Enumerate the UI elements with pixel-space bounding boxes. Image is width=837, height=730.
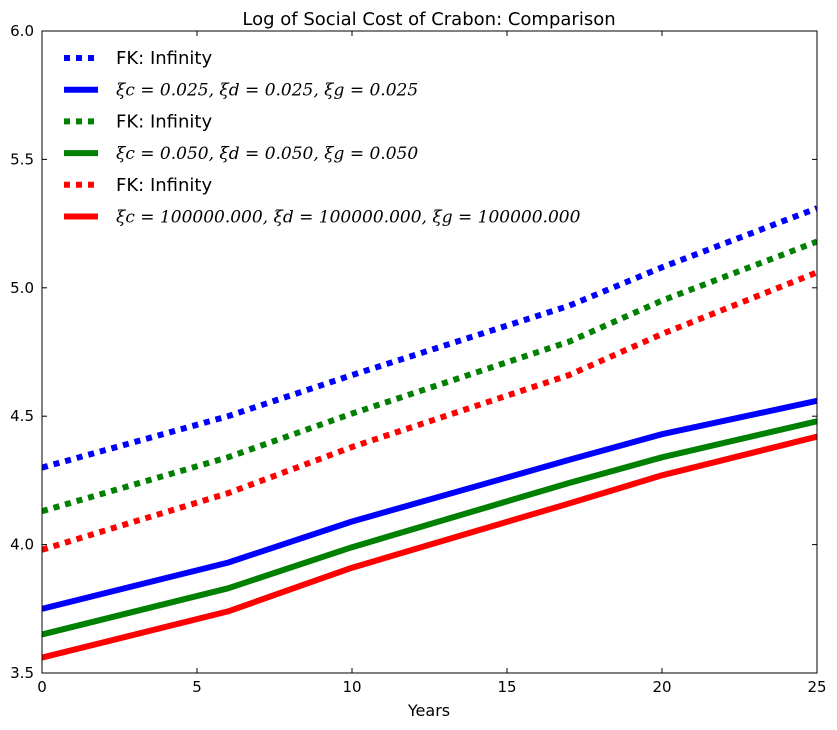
y-tick-label: 5.0 (10, 279, 34, 297)
series-line-4 (42, 418, 817, 638)
legend-label-4: ξc = 0.050, ξd = 0.050, ξg = 0.050 (116, 144, 418, 164)
x-axis-label: Years (407, 701, 450, 720)
y-tick-label: 3.5 (10, 664, 34, 682)
series-line-2 (42, 397, 817, 612)
series-line-5 (42, 269, 817, 553)
x-tick-label: 15 (497, 678, 516, 696)
legend-label-3: FK: Infinity (116, 111, 212, 132)
y-tick-label: 6.0 (10, 22, 34, 40)
legend-label-2: ξc = 0.025, ξd = 0.025, ξg = 0.025 (116, 81, 418, 101)
x-tick-label: 25 (807, 678, 826, 696)
axes-layer: 0 5 10 15 20 25 3.5 4.0 4.5 5.0 5.5 6.0 (10, 22, 826, 696)
series-line-1 (42, 205, 817, 471)
series-layer (42, 205, 817, 661)
series-line-6 (42, 433, 817, 661)
y-tick-label: 4.5 (10, 407, 34, 425)
legend-label-5: FK: Infinity (116, 175, 212, 196)
x-tick-label: 5 (192, 678, 202, 696)
legend: FK: Infinity ξc = 0.025, ξd = 0.025, ξg =… (64, 48, 581, 228)
y-tick-label: 4.0 (10, 536, 34, 554)
plot-frame (41, 30, 818, 674)
legend-label-1: FK: Infinity (116, 48, 212, 69)
series-line-3 (42, 238, 817, 515)
y-tick-label: 5.5 (10, 150, 34, 168)
chart-title: Log of Social Cost of Crabon: Comparison (242, 9, 615, 30)
x-tick-label: 0 (37, 678, 47, 696)
legend-label-6: ξc = 100000.000, ξd = 100000.000, ξg = 1… (116, 208, 581, 228)
x-tick-label: 10 (342, 678, 361, 696)
x-tick-label: 20 (652, 678, 671, 696)
